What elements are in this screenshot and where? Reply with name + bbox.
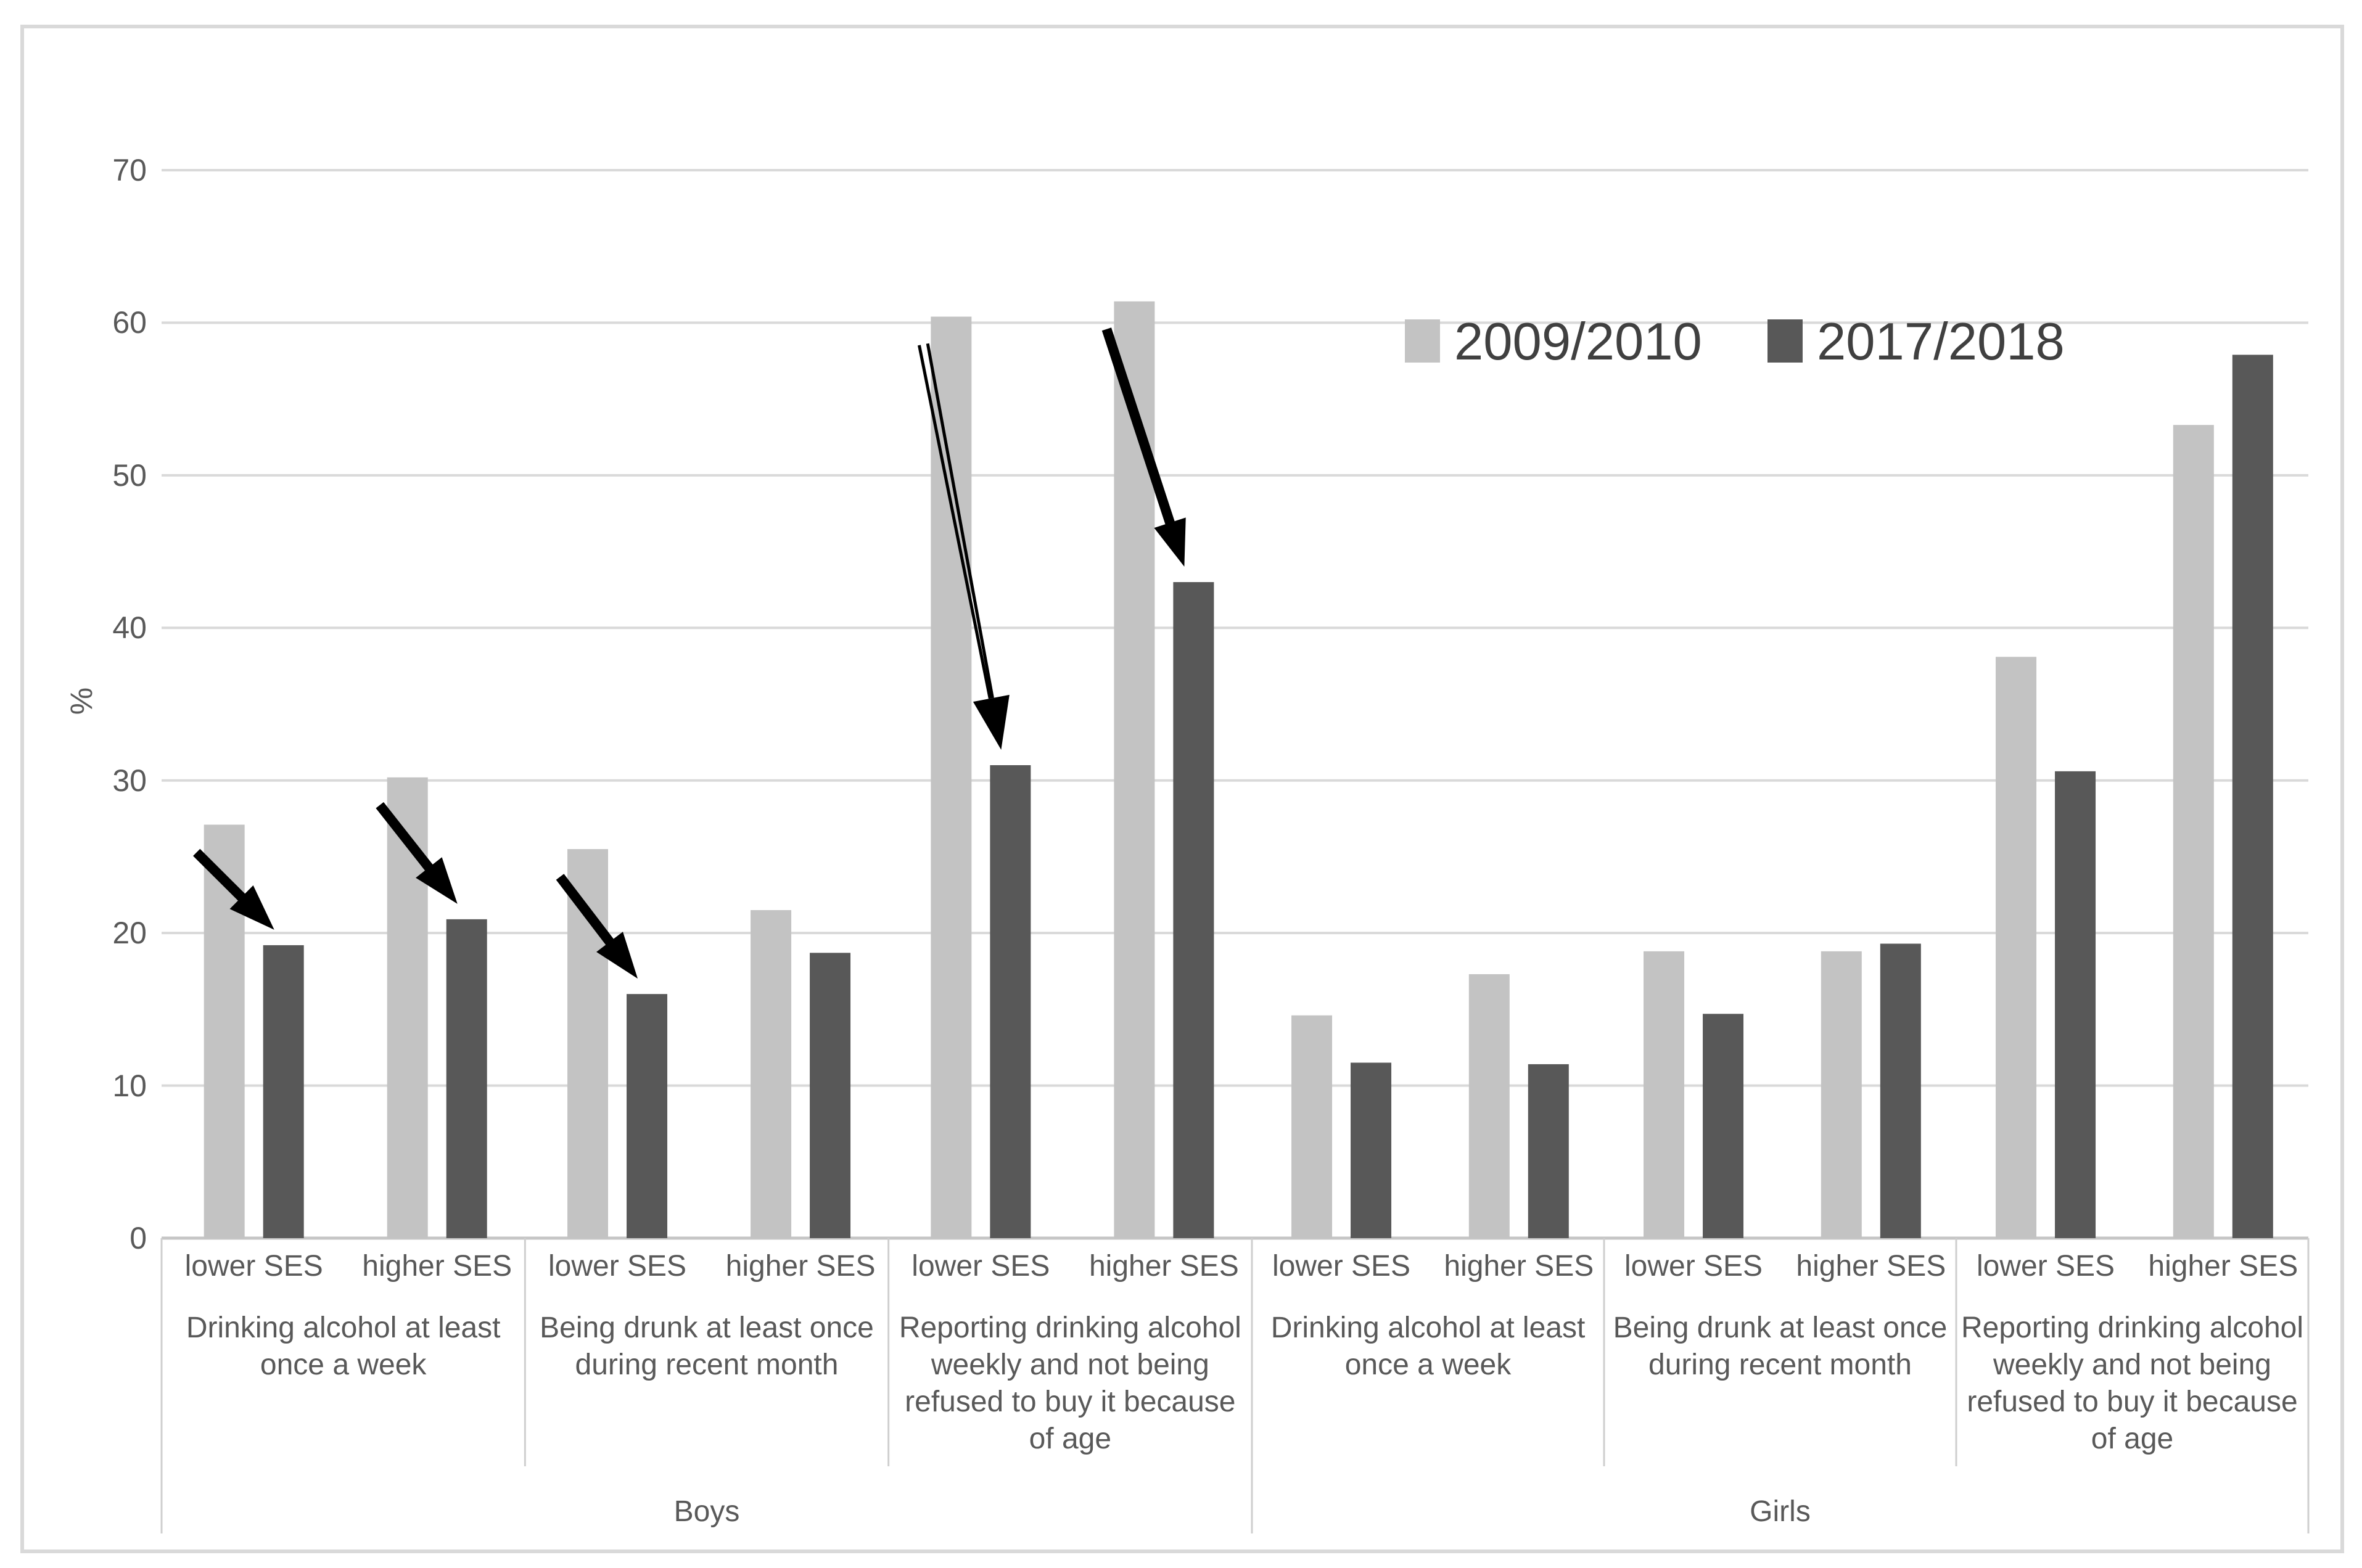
ses-label: higher SES <box>362 1250 512 1283</box>
bar-2017/2018-Boys-cat1-higher SES <box>446 919 487 1238</box>
bar-2009/2010-Girls-cat2-higher SES <box>1821 951 1862 1238</box>
category-label-line: of age <box>2091 1422 2174 1455</box>
bar-2009/2010-Boys-cat2-higher SES <box>751 910 792 1238</box>
ses-label: higher SES <box>2148 1250 2298 1283</box>
bar-2017/2018-Girls-cat1-lower SES <box>1351 1062 1392 1238</box>
bar-2017/2018-Boys-cat3-lower SES <box>990 765 1031 1238</box>
legend-swatch-2009-2010 <box>1405 319 1440 363</box>
category-label-line: refused to buy it because <box>1967 1385 2298 1418</box>
y-tick-10: 10 <box>112 1068 147 1103</box>
decline-arrow-head <box>596 932 638 979</box>
ses-label: higher SES <box>1796 1250 1946 1283</box>
ses-label: lower SES <box>1272 1250 1411 1283</box>
bar-2009/2010-Girls-cat1-lower SES <box>1291 1015 1333 1238</box>
bar-2009/2010-Girls-cat3-higher SES <box>2173 425 2214 1238</box>
ses-label: lower SES <box>911 1250 1050 1283</box>
y-tick-50: 50 <box>112 458 147 493</box>
bar-2017/2018-Boys-cat1-lower SES <box>263 945 304 1238</box>
category-label-line: during recent month <box>575 1348 839 1381</box>
category-label-line: Drinking alcohol at least <box>1270 1311 1586 1344</box>
y-tick-60: 60 <box>112 305 147 340</box>
y-axis-title: % <box>64 687 99 715</box>
category-label-line: once a week <box>1344 1348 1512 1381</box>
decline-arrow-shaft <box>376 802 437 876</box>
bar-2017/2018-Girls-cat2-higher SES <box>1880 943 1921 1238</box>
y-tick-70: 70 <box>112 153 147 187</box>
bar-2009/2010-Girls-cat2-lower SES <box>1644 951 1685 1238</box>
y-tick-20: 20 <box>112 916 147 951</box>
bar-2017/2018-Girls-cat1-higher SES <box>1528 1064 1569 1238</box>
category-label-line: Drinking alcohol at least <box>186 1311 501 1344</box>
category-label-line: Being drunk at least once <box>1613 1311 1948 1344</box>
ses-label: lower SES <box>548 1250 687 1283</box>
ses-label: higher SES <box>1088 1250 1239 1283</box>
y-tick-0: 0 <box>130 1221 147 1255</box>
bar-2009/2010-Boys-cat3-lower SES <box>931 316 972 1238</box>
bar-2017/2018-Boys-cat3-higher SES <box>1173 582 1214 1238</box>
ses-label: lower SES <box>184 1250 323 1283</box>
bar-2017/2018-Girls-cat3-lower SES <box>2055 771 2096 1238</box>
bar-2017/2018-Boys-cat2-higher SES <box>810 953 851 1238</box>
group-label-boys: Boys <box>673 1495 740 1528</box>
decline-arrow-shaft <box>193 848 250 905</box>
ses-label: higher SES <box>1444 1250 1594 1283</box>
legend-label: 2017/2018 <box>1817 313 2065 371</box>
category-label-line: of age <box>1029 1422 1112 1455</box>
bar-2009/2010-Girls-cat3-lower SES <box>1996 657 2037 1238</box>
y-tick-30: 30 <box>112 763 147 798</box>
category-label-line: Being drunk at least once <box>540 1311 874 1344</box>
decline-arrow-shaft <box>1101 327 1177 530</box>
decline-arrow-head <box>229 885 274 930</box>
group-label-girls: Girls <box>1750 1495 1811 1528</box>
decline-arrow-head <box>1154 517 1186 567</box>
decline-arrow-head <box>416 857 458 904</box>
category-label-line: Reporting drinking alcohol <box>899 1311 1241 1344</box>
decline-arrow-double-shaft <box>918 345 992 699</box>
decline-arrow-double-shaft <box>926 343 994 699</box>
bar-2017/2018-Boys-cat2-lower SES <box>627 994 668 1238</box>
legend-swatch-2017-2018 <box>1767 319 1803 363</box>
ses-label: higher SES <box>725 1250 876 1283</box>
bar-2017/2018-Girls-cat2-lower SES <box>1703 1014 1744 1238</box>
category-label-line: weekly and not being <box>1993 1348 2271 1381</box>
category-label-line: Reporting drinking alcohol <box>1961 1311 2303 1344</box>
decline-arrow-head <box>973 694 1010 750</box>
category-label-line: once a week <box>260 1348 427 1381</box>
bar-2009/2010-Girls-cat1-higher SES <box>1468 974 1510 1238</box>
bar-2017/2018-Girls-cat3-higher SES <box>2232 355 2273 1238</box>
category-label-line: during recent month <box>1648 1348 1912 1381</box>
decline-arrow-shaft <box>556 874 617 950</box>
category-label-line: weekly and not being <box>931 1348 1209 1381</box>
legend-label: 2009/2010 <box>1454 313 1702 371</box>
y-tick-40: 40 <box>112 610 147 646</box>
ses-label: lower SES <box>1976 1250 2115 1283</box>
ses-label: lower SES <box>1624 1250 1763 1283</box>
category-label-line: refused to buy it because <box>905 1385 1236 1418</box>
